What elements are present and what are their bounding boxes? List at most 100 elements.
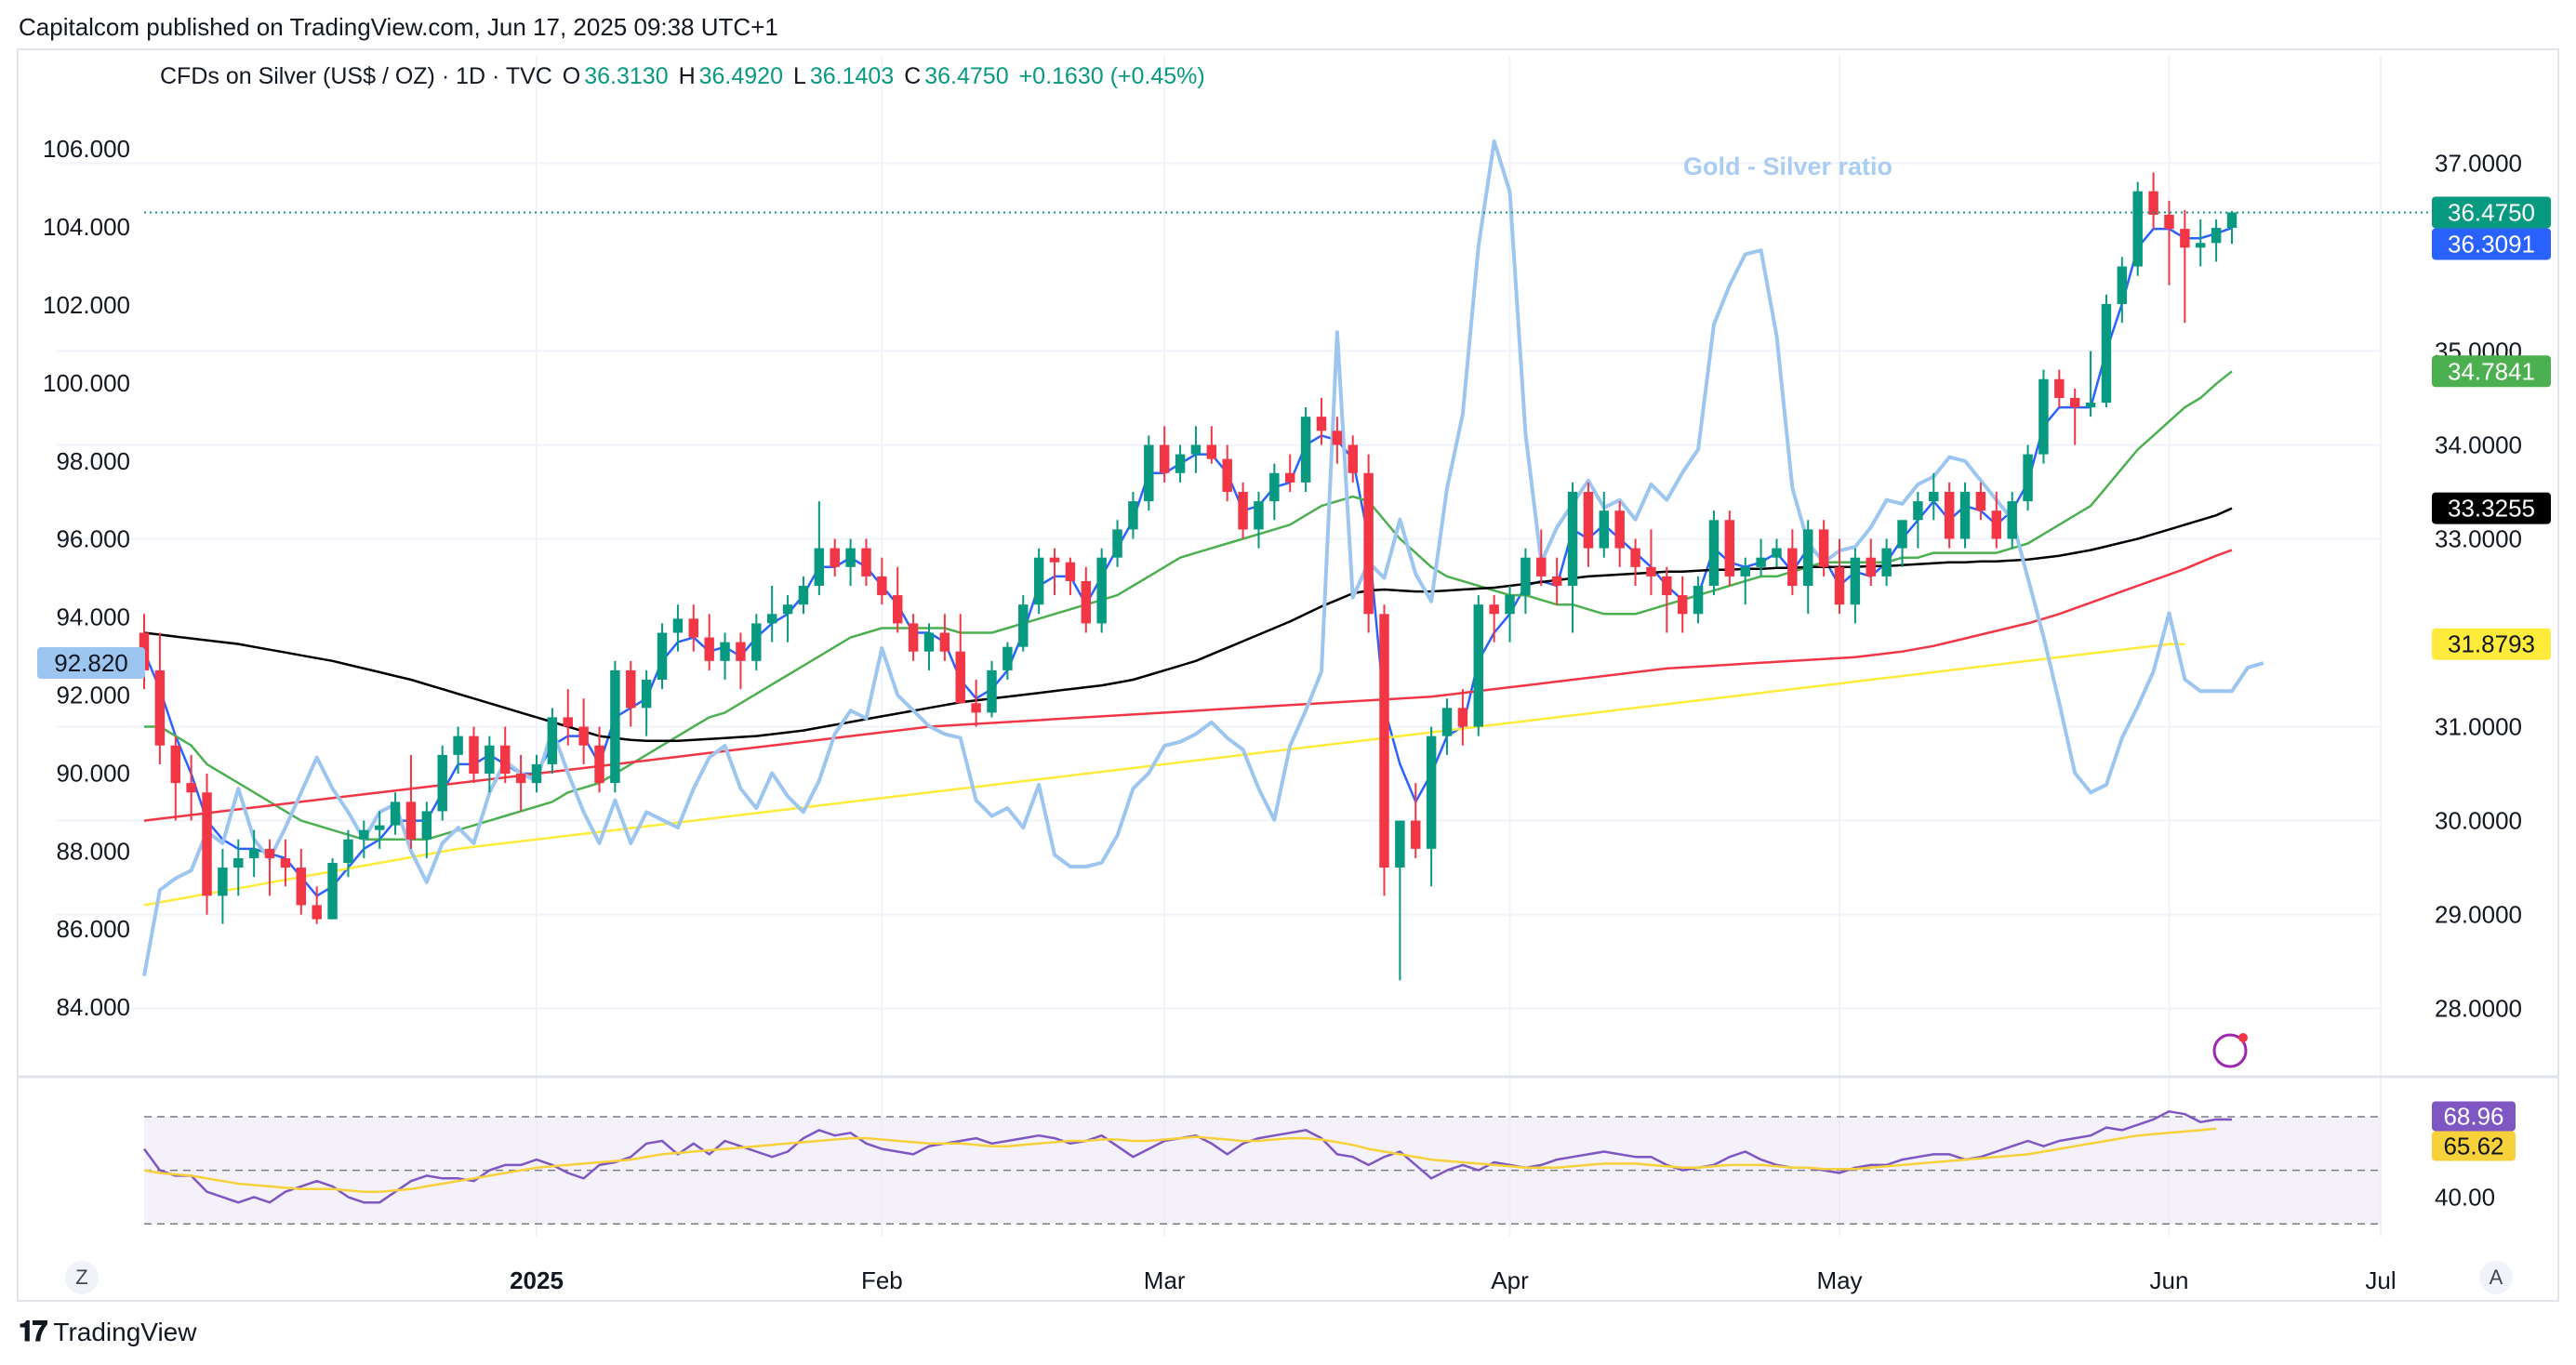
candle-body[interactable]	[1599, 510, 1610, 549]
candle-body[interactable]	[2038, 378, 2049, 455]
candle-body[interactable]	[1991, 510, 2002, 539]
candle-body[interactable]	[892, 595, 903, 624]
candle-body[interactable]	[2007, 501, 2017, 539]
candle-body[interactable]	[2054, 378, 2065, 398]
candle-body[interactable]	[248, 848, 259, 858]
candle-body[interactable]	[1411, 820, 1421, 849]
candle-body[interactable]	[877, 576, 887, 596]
candle-body[interactable]	[390, 802, 401, 826]
candle-body[interactable]	[500, 745, 511, 775]
candle-body[interactable]	[1018, 604, 1029, 647]
candle-body[interactable]	[955, 651, 965, 704]
candle-body[interactable]	[736, 642, 746, 661]
candle-body[interactable]	[1693, 586, 1704, 615]
candle-body[interactable]	[343, 839, 353, 864]
candle-body[interactable]	[1583, 491, 1594, 549]
candle-body[interactable]	[610, 669, 620, 784]
candle-body[interactable]	[1897, 520, 1907, 549]
candle-body[interactable]	[202, 792, 212, 896]
candle-body[interactable]	[1929, 491, 1939, 502]
candle-body[interactable]	[2085, 403, 2096, 408]
candle-body[interactable]	[1489, 604, 1499, 615]
candle-body[interactable]	[1128, 501, 1138, 530]
candle-body[interactable]	[1772, 548, 1782, 558]
candle-body[interactable]	[1913, 501, 1923, 521]
candle-body[interactable]	[1866, 557, 1876, 576]
candle-body[interactable]	[515, 774, 526, 784]
candle-body[interactable]	[2226, 212, 2237, 229]
candle-body[interactable]	[312, 905, 322, 920]
candle-body[interactable]	[1756, 557, 1766, 567]
candle-body[interactable]	[405, 802, 417, 840]
candle-body[interactable]	[1332, 431, 1343, 445]
candle-body[interactable]	[1457, 708, 1468, 727]
candle-body[interactable]	[280, 857, 291, 868]
candle-body[interactable]	[1959, 491, 1971, 539]
candle-body[interactable]	[908, 623, 919, 652]
candle-body[interactable]	[861, 548, 871, 576]
candle-body[interactable]	[154, 669, 166, 746]
candle-body[interactable]	[1975, 491, 1986, 511]
candle-body[interactable]	[2180, 229, 2190, 248]
candle-body[interactable]	[657, 632, 668, 681]
candle-body[interactable]	[1096, 557, 1107, 624]
candle-body[interactable]	[453, 736, 463, 755]
candle-body[interactable]	[798, 586, 809, 605]
candle-body[interactable]	[218, 868, 228, 896]
candle-body[interactable]	[1551, 576, 1562, 586]
candle-body[interactable]	[688, 618, 699, 638]
candle-body[interactable]	[1175, 454, 1186, 473]
candle-body[interactable]	[547, 717, 558, 764]
candle-body[interactable]	[531, 763, 542, 784]
candle-body[interactable]	[1646, 566, 1656, 576]
candle-body[interactable]	[578, 726, 589, 746]
candle-body[interactable]	[1112, 529, 1122, 558]
candle-body[interactable]	[2101, 303, 2112, 404]
candle-body[interactable]	[1724, 520, 1735, 576]
candle-body[interactable]	[1238, 491, 1248, 530]
candle-body[interactable]	[1049, 557, 1060, 563]
candle-body[interactable]	[437, 754, 447, 812]
candle-body[interactable]	[1505, 595, 1515, 615]
lightning-icon[interactable]	[2212, 1033, 2248, 1068]
candle-body[interactable]	[264, 848, 275, 858]
candle-body[interactable]	[233, 857, 244, 868]
candle-body[interactable]	[766, 614, 777, 624]
candle-body[interactable]	[2132, 191, 2143, 267]
candle-body[interactable]	[1881, 548, 1892, 576]
candle-body[interactable]	[1787, 548, 1798, 586]
candle-body[interactable]	[1222, 458, 1232, 492]
candle-body[interactable]	[1300, 417, 1311, 483]
candle-body[interactable]	[2117, 266, 2128, 304]
candle-body[interactable]	[830, 548, 840, 567]
candle-body[interactable]	[1834, 566, 1845, 605]
candle-body[interactable]	[720, 642, 730, 661]
candle-body[interactable]	[2023, 454, 2033, 502]
scroll-start-button[interactable]: Z	[65, 1261, 99, 1294]
candle-body[interactable]	[939, 632, 950, 652]
candle-body[interactable]	[1850, 557, 1861, 605]
candle-body[interactable]	[421, 811, 432, 840]
candle-body[interactable]	[1630, 548, 1640, 567]
candle-body[interactable]	[1818, 529, 1829, 567]
candle-body[interactable]	[1144, 444, 1154, 502]
candle-body[interactable]	[1662, 576, 1672, 596]
candle-body[interactable]	[1677, 595, 1688, 615]
candle-body[interactable]	[641, 680, 652, 709]
candle-body[interactable]	[1003, 646, 1013, 670]
candle-body[interactable]	[1033, 557, 1044, 605]
candle-body[interactable]	[2069, 397, 2080, 408]
candle-body[interactable]	[626, 669, 636, 709]
candle-body[interactable]	[987, 669, 997, 713]
candle-body[interactable]	[1284, 472, 1295, 483]
candle-body[interactable]	[2196, 243, 2206, 248]
candle-body[interactable]	[1441, 708, 1453, 736]
candle-body[interactable]	[563, 717, 573, 727]
candle-body[interactable]	[1363, 472, 1374, 615]
candle-body[interactable]	[186, 783, 196, 793]
candle-body[interactable]	[170, 745, 180, 784]
candle-body[interactable]	[814, 548, 825, 586]
candle-body[interactable]	[1395, 820, 1405, 868]
candle-body[interactable]	[1614, 510, 1625, 549]
